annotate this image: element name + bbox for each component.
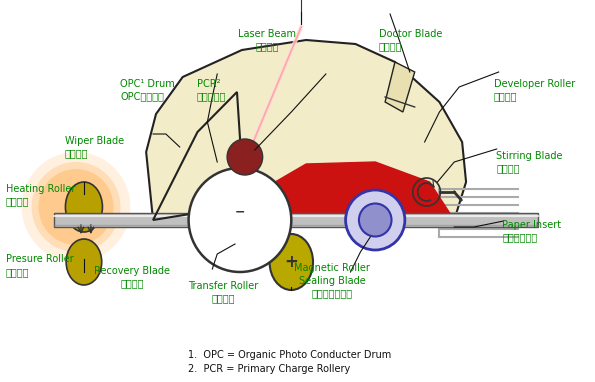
Ellipse shape	[270, 234, 313, 290]
Circle shape	[189, 168, 292, 272]
Text: 1.  OPC = Organic Photo Conducter Drum: 1. OPC = Organic Photo Conducter Drum	[188, 350, 392, 360]
Circle shape	[346, 190, 405, 250]
Text: +: +	[284, 253, 298, 271]
Text: Laser Beam
雷射光束: Laser Beam 雷射光束	[239, 29, 296, 51]
Circle shape	[22, 152, 130, 262]
Text: Developer Roller
顯影滚輪: Developer Roller 顯影滚輪	[493, 79, 575, 101]
Text: Wiper Blade
彈性刷片: Wiper Blade 彈性刷片	[65, 136, 124, 158]
Text: PCR²
主充電滚輪: PCR² 主充電滚輪	[197, 79, 226, 101]
Polygon shape	[146, 40, 466, 220]
Text: Presure Roller
加壓滚輪: Presure Roller 加壓滚輪	[6, 254, 74, 277]
Text: Doctor Blade
整修葉片: Doctor Blade 整修葉片	[379, 29, 442, 51]
Text: Stirring Blade
攀動葉片: Stirring Blade 攀動葉片	[496, 151, 563, 173]
Text: Recovery Blade
回收葉片: Recovery Blade 回收葉片	[94, 266, 170, 288]
Text: Paper Insert
紙張進入方向: Paper Insert 紙張進入方向	[502, 220, 562, 242]
Polygon shape	[267, 162, 454, 220]
Circle shape	[32, 162, 120, 252]
Text: 2.  PCR = Primary Charge Rollery: 2. PCR = Primary Charge Rollery	[188, 364, 350, 374]
Ellipse shape	[65, 182, 102, 232]
Text: −: −	[234, 206, 245, 219]
Circle shape	[227, 139, 262, 175]
Circle shape	[359, 204, 392, 236]
Text: Transfer Roller
傳送滚輪: Transfer Roller 傳送滚輪	[188, 281, 258, 303]
Text: Heating Roller
加熱滚輪: Heating Roller 加熱滚輪	[6, 184, 75, 206]
Polygon shape	[385, 62, 415, 112]
Bar	[54, 213, 538, 227]
Circle shape	[39, 169, 114, 245]
Text: Magnetic Roller
Sealing Blade
顯影劑密封葉片: Magnetic Roller Sealing Blade 顯影劑密封葉片	[294, 263, 370, 298]
Text: OPC¹ Drum
OPC感光滚筒: OPC¹ Drum OPC感光滚筒	[120, 79, 175, 101]
Ellipse shape	[66, 239, 102, 285]
